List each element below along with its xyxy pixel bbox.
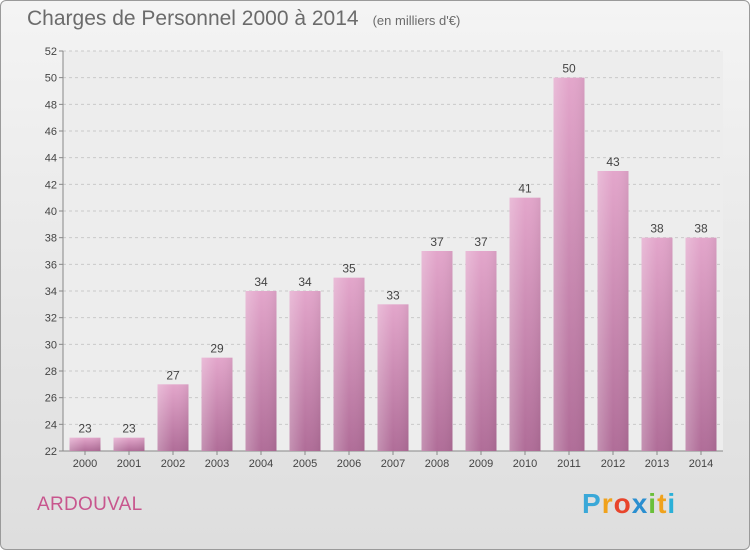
x-tick-label: 2007 <box>381 458 405 470</box>
y-tick-label: 44 <box>45 153 57 165</box>
x-tick-label: 2005 <box>293 458 317 470</box>
value-label: 23 <box>122 422 136 436</box>
x-tick-label: 2011 <box>557 458 581 470</box>
bar-shine <box>641 237 673 451</box>
labels-layer: 22 24 26 28 30 32 34 36 38 40 42 44 46 48 50 52 23 2000 23… <box>45 46 713 470</box>
logo-letter: r <box>601 488 614 519</box>
y-tick-label: 24 <box>45 419 57 431</box>
logo-letter: t <box>657 488 668 519</box>
y-tick-label: 30 <box>45 339 57 351</box>
x-tick-label: 2012 <box>601 458 625 470</box>
bar-shine <box>289 291 321 451</box>
y-tick-label: 38 <box>45 233 57 245</box>
bar-shine <box>157 384 189 451</box>
bar-shine <box>465 251 497 451</box>
y-tick-label: 46 <box>45 126 57 138</box>
logo-letter: i <box>667 488 677 519</box>
chart-title-text: Charges de Personnel 2000 à 2014 <box>27 7 359 30</box>
x-tick-label: 2008 <box>425 458 449 470</box>
bar-shine <box>69 437 101 451</box>
bar-shine <box>553 77 585 452</box>
y-tick-label: 50 <box>45 73 57 85</box>
value-label: 43 <box>606 155 620 169</box>
value-label: 37 <box>430 235 444 249</box>
x-tick-label: 2002 <box>161 458 185 470</box>
bars-layer <box>69 77 717 452</box>
x-tick-label: 2010 <box>513 458 537 470</box>
chart-subtitle: (en milliers d'€) <box>372 13 461 28</box>
value-label: 34 <box>254 275 268 289</box>
y-tick-label: 52 <box>45 46 57 58</box>
y-tick-label: 28 <box>45 366 57 378</box>
x-tick-label: 2009 <box>469 458 493 470</box>
bar-shine <box>421 251 453 451</box>
bar-shine <box>377 304 409 451</box>
logo-letter: i <box>648 488 658 519</box>
proxiti-logo: Proxiti <box>582 488 676 520</box>
x-tick-label: 2014 <box>689 458 713 470</box>
value-label: 33 <box>386 288 400 302</box>
bar-shine <box>201 357 233 451</box>
value-label: 37 <box>474 235 488 249</box>
value-label: 23 <box>78 422 92 436</box>
y-tick-label: 34 <box>45 286 57 298</box>
value-label: 35 <box>342 262 356 276</box>
bar-shine <box>509 197 541 451</box>
y-tick-label: 32 <box>45 313 57 325</box>
bar-shine <box>597 171 629 451</box>
logo-letter: x <box>631 488 649 519</box>
x-tick-label: 2003 <box>205 458 229 470</box>
value-label: 50 <box>562 62 576 76</box>
y-tick-label: 48 <box>45 99 57 111</box>
y-tick-label: 22 <box>45 446 57 458</box>
bar-shine <box>113 437 145 451</box>
logo-letter: o <box>613 488 632 519</box>
value-label: 27 <box>166 368 180 382</box>
y-tick-label: 36 <box>45 259 57 271</box>
x-tick-label: 2000 <box>73 458 97 470</box>
chart-title: Charges de Personnel 2000 à 2014 (en mill… <box>27 7 460 31</box>
value-label: 38 <box>650 222 664 236</box>
y-tick-label: 42 <box>45 179 57 191</box>
bar-shine <box>685 237 717 451</box>
x-tick-label: 2004 <box>249 458 273 470</box>
commune-name: ARDOUVAL <box>37 494 143 515</box>
y-tick-label: 26 <box>45 393 57 405</box>
value-label: 29 <box>210 342 224 356</box>
x-tick-label: 2006 <box>337 458 361 470</box>
bar-shine <box>333 277 365 451</box>
logo-letter: P <box>582 488 602 519</box>
value-label: 38 <box>694 222 708 236</box>
value-label: 34 <box>298 275 312 289</box>
value-label: 41 <box>518 182 532 196</box>
x-tick-label: 2013 <box>645 458 669 470</box>
y-tick-label: 40 <box>45 206 57 218</box>
x-tick-label: 2001 <box>117 458 141 470</box>
bar-shine <box>245 291 277 451</box>
